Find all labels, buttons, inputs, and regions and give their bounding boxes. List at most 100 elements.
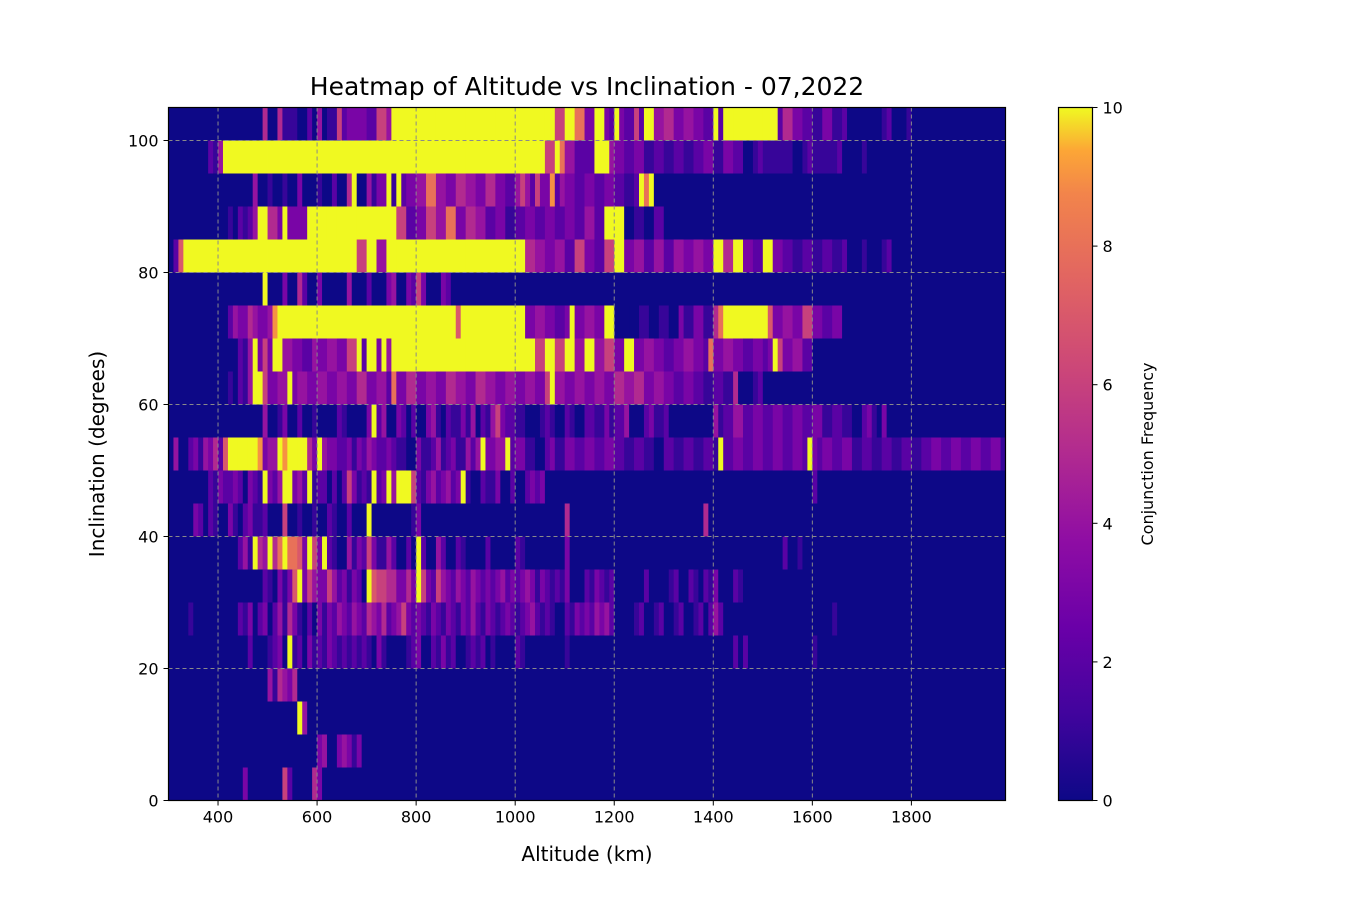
heatmap-cell <box>554 569 561 603</box>
heatmap-cell <box>539 404 546 438</box>
heatmap-cell <box>322 734 328 768</box>
heatmap-cell <box>247 635 254 669</box>
heatmap-cell <box>688 569 694 603</box>
heatmap-cell <box>381 338 387 372</box>
heatmap-cell <box>693 602 699 636</box>
heatmap-cell <box>970 437 982 471</box>
heatmap-cell <box>693 107 704 141</box>
heatmap-cell <box>624 140 635 174</box>
heatmap-cell <box>168 206 229 240</box>
heatmap-cell <box>485 404 491 438</box>
heatmap-cell <box>594 569 600 603</box>
heatmap-cell <box>406 371 417 405</box>
heatmap-cell <box>426 173 437 207</box>
heatmap-cell <box>782 338 793 372</box>
heatmap-cell <box>317 107 323 141</box>
heatmap-cell <box>292 371 298 405</box>
heatmap-cell <box>440 536 447 570</box>
heatmap-cell <box>812 338 1006 372</box>
heatmap-cell <box>539 602 546 636</box>
heatmap-cell <box>168 173 254 207</box>
heatmap-cell <box>475 173 486 207</box>
heatmap-cell <box>584 338 595 372</box>
heatmap-cell <box>762 338 769 372</box>
heatmap-cell <box>534 305 546 339</box>
heatmap-cell <box>242 338 249 372</box>
heatmap-cell <box>614 404 625 438</box>
heatmap-cell <box>842 305 1006 339</box>
heatmap-cell <box>416 173 427 207</box>
heatmap-cell <box>450 569 457 603</box>
heatmap-cell <box>426 602 432 636</box>
heatmap-cell <box>297 668 1006 702</box>
y-tick-label: 60 <box>138 396 158 415</box>
heatmap-cell <box>227 437 239 471</box>
heatmap-cell <box>411 470 417 504</box>
heatmap-cell <box>356 536 363 570</box>
heatmap-cell <box>886 107 892 141</box>
heatmap-cell <box>752 140 759 174</box>
heatmap-cell <box>411 569 417 603</box>
heatmap-cell <box>168 107 264 141</box>
heatmap-cell <box>396 173 402 207</box>
heatmap-cell <box>847 107 883 141</box>
heatmap-cell <box>703 569 709 603</box>
heatmap-cell <box>658 602 665 636</box>
heatmap-cell <box>475 437 481 471</box>
heatmap-cell <box>366 371 377 405</box>
heatmap-cell <box>604 437 615 471</box>
heatmap-cell <box>445 404 452 438</box>
heatmap-cell <box>356 734 363 768</box>
heatmap-cell <box>247 206 254 240</box>
heatmap-cell <box>534 437 546 471</box>
heatmap-cell <box>361 437 368 471</box>
heatmap-cell <box>302 470 308 504</box>
heatmap-cell <box>653 206 665 240</box>
heatmap-cell <box>891 107 907 141</box>
heatmap-cell <box>401 404 407 438</box>
heatmap-cell <box>421 470 427 504</box>
heatmap-cell <box>277 371 288 405</box>
heatmap-cell <box>663 602 675 636</box>
heatmap-cell <box>614 569 645 603</box>
heatmap-cell <box>416 239 467 273</box>
heatmap-cell <box>242 767 249 801</box>
heatmap-cell <box>495 569 501 603</box>
heatmap-cell <box>391 470 397 504</box>
heatmap-cell <box>544 107 556 141</box>
heatmap-cell <box>723 371 734 405</box>
heatmap-cell <box>629 404 645 438</box>
heatmap-cell <box>762 404 774 438</box>
heatmap-cell <box>891 239 1006 273</box>
heatmap-cell <box>411 404 417 438</box>
heatmap-cell <box>554 338 566 372</box>
heatmap-cell <box>574 371 585 405</box>
heatmap-cell <box>381 404 387 438</box>
heatmap-cell <box>693 569 699 603</box>
heatmap-cell <box>772 338 779 372</box>
heatmap-cell <box>792 239 803 273</box>
heatmap-cell <box>678 569 689 603</box>
heatmap-cell <box>708 503 1006 537</box>
heatmap-cell <box>564 503 571 537</box>
heatmap-cell <box>515 239 526 273</box>
heatmap-cell <box>906 107 912 141</box>
heatmap-cell <box>515 107 546 141</box>
heatmap-cell <box>812 107 823 141</box>
heatmap-cell <box>534 470 541 504</box>
heatmap-cell <box>911 107 1006 141</box>
heatmap-cell <box>554 305 566 339</box>
heatmap-cell <box>643 140 655 174</box>
heatmap-cell <box>297 569 303 603</box>
heatmap-cell <box>336 404 343 438</box>
heatmap-cell <box>366 107 377 141</box>
heatmap-cell <box>485 635 491 669</box>
heatmap-cell <box>312 107 318 141</box>
heatmap-cell <box>376 239 387 273</box>
heatmap-cell <box>559 140 566 174</box>
heatmap-cell <box>723 338 734 372</box>
heatmap-cell <box>663 206 1006 240</box>
heatmap-cell <box>485 173 496 207</box>
heatmap-cell <box>584 239 595 273</box>
